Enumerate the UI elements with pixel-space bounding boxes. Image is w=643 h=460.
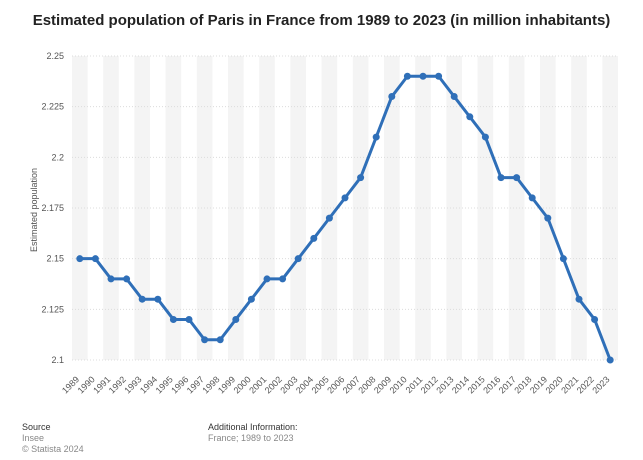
- column-band: [228, 56, 244, 360]
- series-group: [76, 72, 614, 364]
- data-point[interactable]: [388, 93, 396, 101]
- data-point[interactable]: [263, 275, 271, 283]
- data-point[interactable]: [310, 234, 318, 242]
- source-block: Source Insee © Statista 2024: [22, 422, 84, 455]
- data-point[interactable]: [606, 356, 614, 364]
- data-point[interactable]: [481, 133, 489, 141]
- y-tick-label: 2.125: [41, 304, 64, 314]
- data-point[interactable]: [466, 113, 474, 121]
- column-band: [321, 56, 338, 360]
- data-point[interactable]: [294, 255, 302, 263]
- column-band: [290, 56, 306, 360]
- data-point[interactable]: [450, 93, 458, 101]
- data-point[interactable]: [123, 275, 131, 283]
- copyright[interactable]: © Statista 2024: [22, 444, 84, 454]
- source-name[interactable]: Insee: [22, 433, 45, 443]
- data-point[interactable]: [279, 275, 287, 283]
- data-point[interactable]: [528, 194, 536, 202]
- column-bands: [72, 56, 618, 360]
- y-axis-ticks: 2.1 2.125 2.15 2.175 2.2 2.225 2.25: [41, 51, 64, 365]
- column-band: [134, 56, 150, 360]
- data-point[interactable]: [91, 255, 99, 263]
- data-point[interactable]: [497, 174, 505, 182]
- data-point[interactable]: [185, 315, 193, 323]
- column-band: [165, 56, 182, 360]
- column-band: [477, 56, 494, 360]
- y-tick-label: 2.2: [51, 152, 64, 162]
- data-point[interactable]: [247, 295, 255, 303]
- data-point[interactable]: [513, 174, 521, 182]
- x-tick-label: 2023: [590, 374, 611, 395]
- info-heading: Additional Information:: [208, 422, 298, 432]
- data-point[interactable]: [591, 315, 599, 323]
- source-heading: Source: [22, 422, 51, 432]
- chart-title: Estimated population of Paris in France …: [32, 12, 611, 29]
- data-point[interactable]: [232, 315, 240, 323]
- column-band: [602, 56, 618, 360]
- data-point[interactable]: [138, 295, 146, 303]
- data-point[interactable]: [544, 214, 552, 222]
- column-band: [540, 56, 556, 360]
- column-band: [446, 56, 462, 360]
- y-tick-label: 2.15: [46, 254, 64, 264]
- info-text: France; 1989 to 2023: [208, 433, 294, 443]
- x-axis-ticks: 1989199019911992199319941995199619971998…: [60, 374, 612, 395]
- data-point[interactable]: [559, 255, 567, 263]
- data-point[interactable]: [76, 255, 84, 263]
- y-tick-label: 2.1: [51, 355, 64, 365]
- gridlines: [72, 55, 618, 361]
- additional-info-block: Additional Information: France; 1989 to …: [208, 422, 298, 444]
- data-point[interactable]: [169, 315, 177, 323]
- y-tick-label: 2.175: [41, 203, 64, 213]
- y-tick-label: 2.25: [46, 51, 64, 61]
- column-band: [384, 56, 400, 360]
- data-point[interactable]: [341, 194, 349, 202]
- y-tick-label: 2.225: [41, 102, 64, 112]
- column-band: [72, 56, 88, 360]
- data-point[interactable]: [357, 174, 365, 182]
- data-point[interactable]: [325, 214, 333, 222]
- data-point[interactable]: [154, 295, 162, 303]
- data-point[interactable]: [403, 72, 411, 80]
- data-point[interactable]: [216, 336, 224, 344]
- data-point[interactable]: [435, 72, 443, 80]
- y-axis-label: Estimated population: [29, 168, 39, 252]
- series-line: [79, 74, 612, 361]
- data-point[interactable]: [107, 275, 115, 283]
- data-point[interactable]: [419, 72, 427, 80]
- data-point[interactable]: [372, 133, 380, 141]
- data-point[interactable]: [201, 336, 209, 344]
- data-point[interactable]: [575, 295, 583, 303]
